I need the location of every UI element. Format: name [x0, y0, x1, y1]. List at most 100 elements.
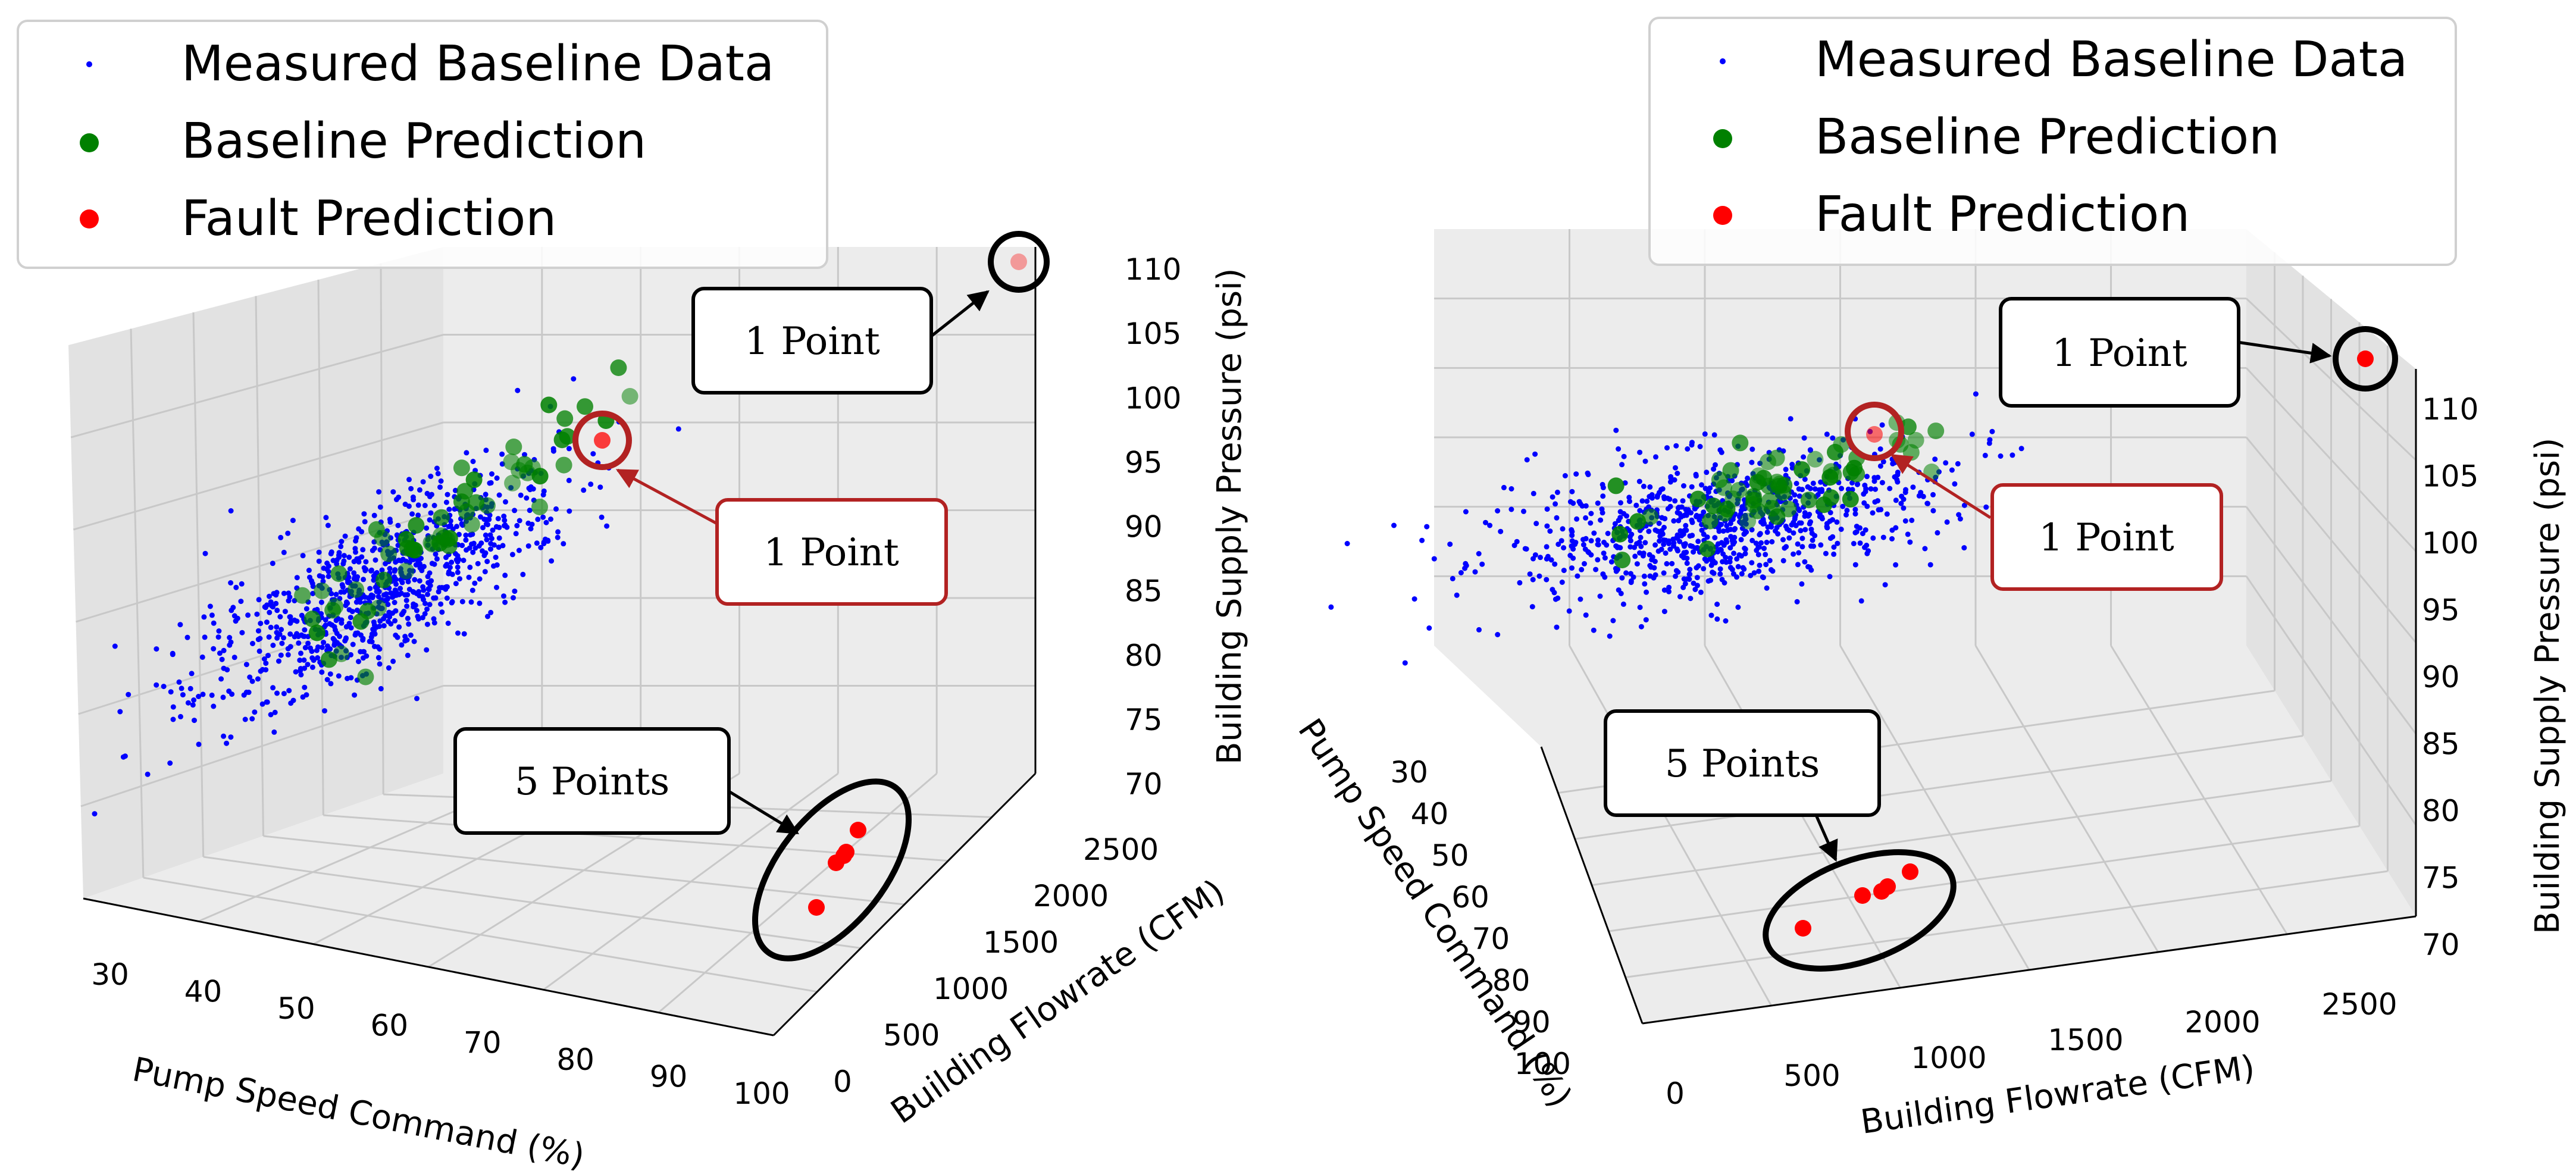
measured-point: [270, 643, 276, 648]
measured-point: [428, 474, 434, 479]
measured-point: [398, 558, 404, 563]
measured-point: [281, 635, 286, 641]
measured-point: [1663, 550, 1669, 556]
measured-point: [502, 572, 508, 578]
grid-line: [1575, 735, 2303, 840]
measured-point: [1667, 546, 1673, 552]
measured-point: [427, 602, 433, 608]
measured-point: [1560, 526, 1566, 532]
measured-point: [502, 599, 508, 605]
measured-point: [247, 674, 253, 680]
measured-point: [541, 541, 547, 546]
measured-point: [1627, 538, 1633, 544]
grid-line: [1591, 780, 2331, 886]
measured-point: [328, 549, 334, 555]
measured-point: [154, 646, 159, 652]
measured-point: [274, 630, 280, 635]
measured-point: [415, 613, 421, 619]
measured-point: [1656, 521, 1662, 526]
measured-point: [1634, 561, 1640, 567]
measured-point: [1982, 452, 1988, 458]
measured-point: [404, 603, 410, 609]
measured-point: [1613, 427, 1619, 433]
baseline-prediction-point: [359, 602, 376, 619]
measured-point: [489, 471, 494, 477]
measured-point: [1824, 521, 1830, 527]
z-tick-label: 80: [1125, 638, 1163, 673]
measured-point: [461, 558, 467, 563]
measured-point: [1956, 512, 1962, 518]
measured-point: [1689, 442, 1695, 448]
baseline-prediction-point: [303, 611, 321, 628]
measured-point: [1742, 531, 1748, 537]
measured-point: [1654, 494, 1660, 500]
measured-point: [255, 676, 261, 682]
measured-point: [1708, 577, 1714, 583]
measured-point: [325, 522, 331, 528]
measured-point: [1637, 550, 1642, 556]
measured-point: [395, 522, 401, 528]
baseline-prediction-point: [1927, 422, 1945, 440]
measured-point: [1798, 520, 1804, 526]
measured-point: [453, 581, 459, 587]
measured-point: [1621, 453, 1627, 459]
measured-point: [509, 552, 515, 558]
measured-point: [1328, 604, 1334, 610]
measured-point: [566, 446, 572, 452]
measured-point: [301, 657, 307, 663]
measured-point: [1424, 524, 1430, 530]
measured-point: [405, 592, 411, 597]
grid-line: [1974, 645, 2159, 953]
measured-point: [1902, 518, 1908, 524]
measured-point: [1656, 490, 1662, 496]
measured-point: [1514, 539, 1520, 544]
measured-point: [1651, 565, 1657, 571]
measured-point: [1702, 486, 1708, 491]
measured-point: [1952, 481, 1958, 487]
measured-point: [1852, 506, 1858, 512]
left-data-points: [92, 253, 1027, 916]
measured-point: [1864, 503, 1870, 509]
measured-point: [324, 677, 330, 683]
measured-point: [1698, 589, 1704, 595]
baseline-prediction-point: [327, 598, 344, 615]
measured-point: [358, 649, 364, 655]
measured-point: [276, 658, 281, 664]
measured-point: [431, 561, 437, 567]
measured-point: [518, 492, 524, 498]
measured-point: [566, 477, 572, 483]
measured-point: [494, 475, 500, 481]
measured-point: [1831, 551, 1837, 557]
measured-point: [1639, 498, 1645, 504]
measured-point: [1775, 531, 1781, 537]
measured-point: [309, 664, 315, 670]
measured-point: [1628, 571, 1633, 577]
measured-point: [1411, 596, 1417, 602]
measured-point: [390, 489, 396, 495]
measured-point: [1880, 459, 1886, 465]
measured-point: [352, 692, 358, 698]
x-tick-label: 80: [1492, 963, 1530, 998]
measured-point: [228, 734, 234, 740]
measured-point: [1852, 511, 1858, 517]
measured-point: [1807, 512, 1813, 517]
measured-point: [1795, 541, 1801, 547]
measured-point: [1476, 551, 1482, 556]
x-tick-label: 70: [464, 1025, 502, 1060]
measured-point: [1450, 575, 1456, 581]
measured-point: [483, 491, 489, 497]
measured-point: [1998, 453, 2004, 459]
measured-point: [1472, 569, 1478, 575]
measured-point: [1684, 555, 1690, 561]
measured-point: [392, 600, 397, 605]
measured-point: [1949, 467, 1955, 473]
measured-point: [1863, 527, 1868, 533]
measured-point: [274, 624, 280, 630]
measured-point: [1661, 609, 1667, 615]
measured-point: [385, 602, 391, 608]
measured-point: [1799, 544, 1805, 550]
measured-point: [1391, 522, 1397, 528]
measured-point: [381, 592, 387, 598]
measured-point: [1697, 517, 1702, 523]
measured-point: [486, 516, 492, 522]
